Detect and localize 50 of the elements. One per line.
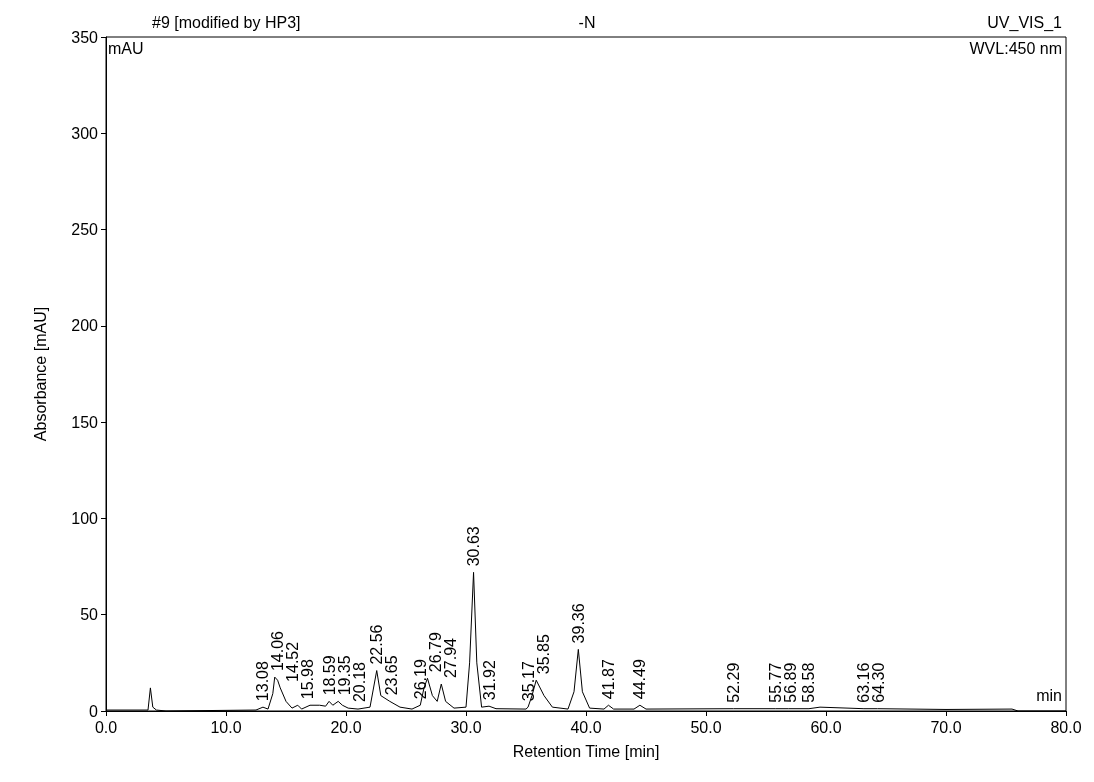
annotation: 52.29 <box>724 662 742 703</box>
x-tick-label: 10.0 <box>210 718 242 736</box>
y-tick-label: 0 <box>89 702 99 720</box>
y-tick-label: 150 <box>71 413 99 431</box>
annotation: 64.30 <box>870 662 888 703</box>
y-tick-label: 50 <box>80 606 99 624</box>
y-tick-label: 350 <box>71 28 99 46</box>
annotation: 63.16 <box>855 662 873 703</box>
annotation: 35.17 <box>519 661 537 702</box>
annotation: 13.08 <box>254 661 272 702</box>
annotation: 31.92 <box>480 660 498 701</box>
x-tick-label: 40.0 <box>570 718 602 736</box>
annotation: 35.85 <box>534 634 552 675</box>
annotation: 41.87 <box>599 659 617 700</box>
annotation: 30.63 <box>465 526 483 567</box>
annotation: mAU <box>108 39 144 57</box>
x-tick-label: 80.0 <box>1050 718 1082 736</box>
annotation: 26.19 <box>411 659 429 700</box>
y-tick-label: 200 <box>71 317 99 335</box>
text: -N <box>578 13 596 31</box>
annotation: 14.06 <box>269 630 287 672</box>
annotation: 56.89 <box>781 662 799 703</box>
text: UV_VIS_1 <box>987 13 1063 32</box>
text: #9 [modified by HP3] <box>152 13 301 31</box>
x-tick-label: 60.0 <box>810 718 842 736</box>
annotation: 58.58 <box>800 662 818 703</box>
annotation: 19.35 <box>335 655 353 696</box>
annotation: 26.79 <box>426 632 444 673</box>
annotation: 22.56 <box>368 624 386 665</box>
annotation: 14.52 <box>284 641 302 682</box>
x-axis-title: Retention Time [min] <box>512 742 660 760</box>
y-tick-label: 100 <box>71 509 99 527</box>
annotation: 23.65 <box>383 655 401 696</box>
annotation: min <box>1036 686 1062 704</box>
annotation: 39.36 <box>569 603 587 644</box>
y-tick-label: 250 <box>71 221 99 239</box>
x-tick-label: 50.0 <box>690 718 722 736</box>
annotation: 18.59 <box>320 655 338 696</box>
x-tick-label: 30.0 <box>450 718 482 736</box>
x-tick-label: 0.0 <box>94 718 118 736</box>
annotation: 55.77 <box>766 662 784 703</box>
annotation: WVL:450 nm <box>969 39 1062 57</box>
x-tick-label: 20.0 <box>330 718 362 736</box>
annotation: 44.49 <box>631 659 649 700</box>
annotation: 20.18 <box>350 661 368 703</box>
y-axis-title: Absorbance [mAU] <box>31 306 49 442</box>
annotation: 27.94 <box>441 637 459 679</box>
x-tick-label: 70.0 <box>930 718 962 736</box>
annotation: 15.98 <box>299 659 317 700</box>
y-tick-label: 300 <box>71 124 99 142</box>
